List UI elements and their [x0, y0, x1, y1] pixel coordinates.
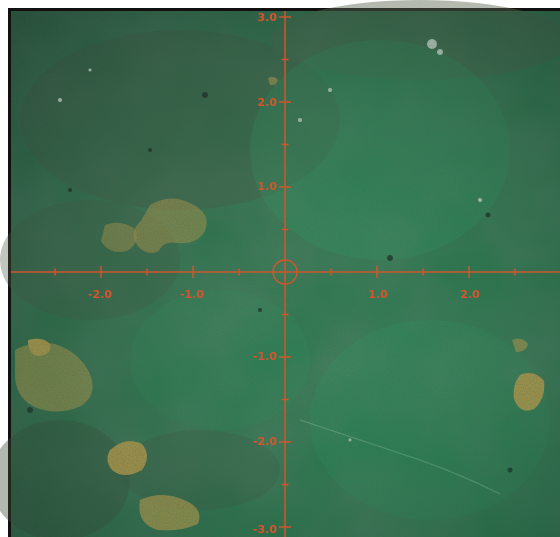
y-tick-label: -2.0 [253, 435, 277, 448]
y-tick-label: 2.0 [258, 96, 278, 109]
x-tick-label: -2.0 [88, 288, 112, 301]
reticle-overlay [11, 11, 560, 537]
x-tick-label: -1.0 [180, 288, 204, 301]
y-tick-label: -3.0 [253, 523, 277, 536]
x-tick-label: 2.0 [460, 288, 480, 301]
y-tick-label: -1.0 [253, 350, 277, 363]
reticle-center-circle [272, 259, 298, 285]
y-tick-label: 1.0 [258, 180, 278, 193]
x-tick-label: 1.0 [368, 288, 388, 301]
reticle-minor-ticks [54, 16, 516, 528]
y-tick-label: 3.0 [258, 11, 278, 24]
reticle-tick-labels: -2.0 -1.0 1.0 2.0 3.0 2.0 1.0 -1.0 -2.0 … [88, 11, 480, 536]
